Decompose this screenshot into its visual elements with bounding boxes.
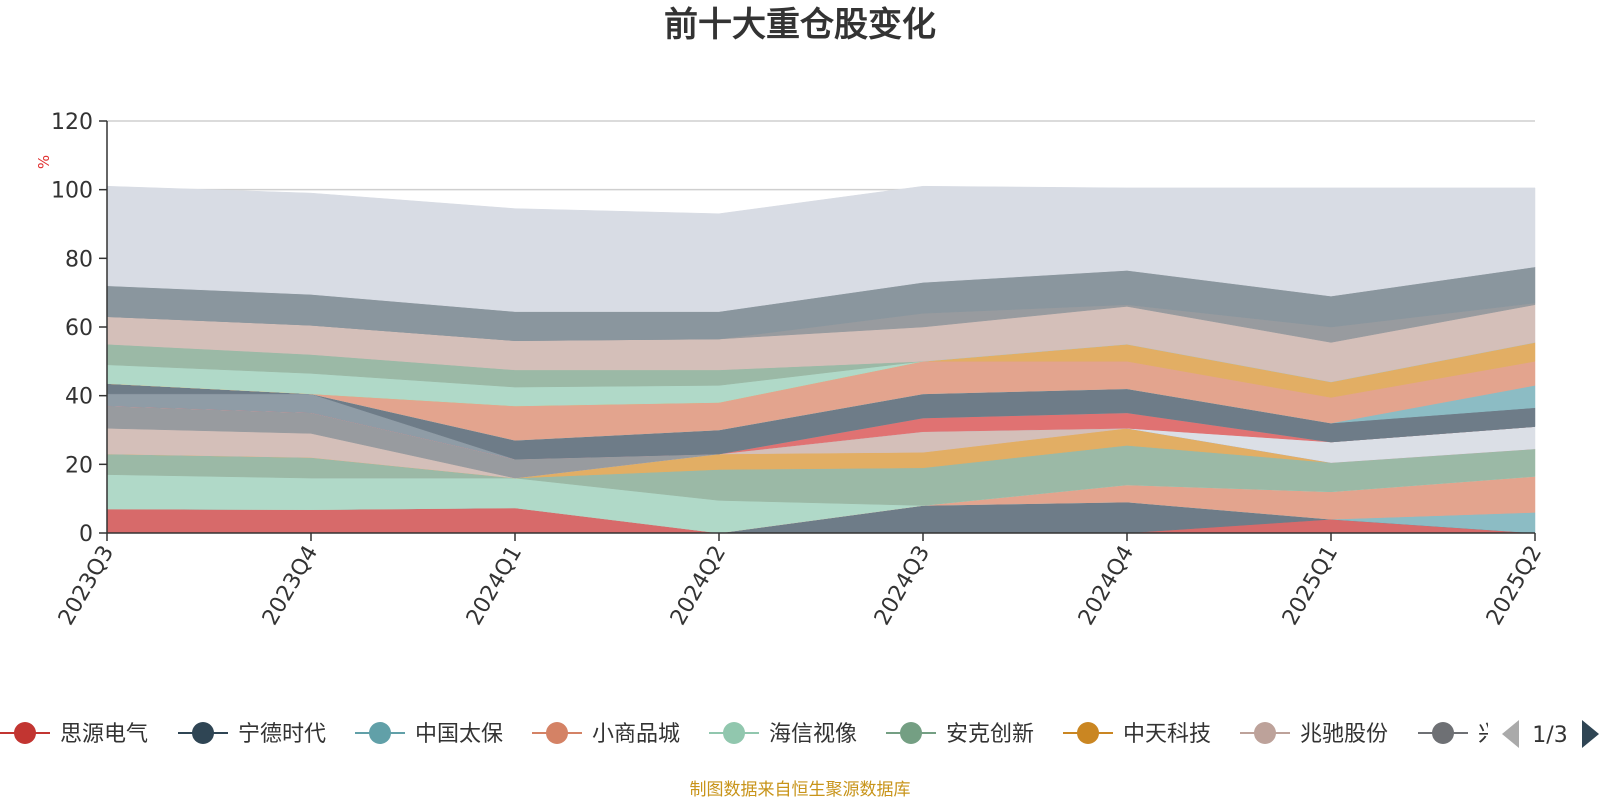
legend-circle-marker bbox=[546, 722, 568, 744]
legend-item[interactable]: 宁德时代 bbox=[178, 722, 326, 747]
legend-label: 安克创新 bbox=[946, 722, 1034, 747]
legend-label: 中天科技 bbox=[1123, 722, 1211, 747]
legend-pager: 1/3 bbox=[1502, 720, 1599, 748]
y-tick-label: 120 bbox=[51, 110, 93, 135]
legend-page-indicator: 1/3 bbox=[1532, 723, 1567, 748]
legend-item[interactable]: 思源电气 bbox=[0, 722, 148, 747]
y-tick-label: 60 bbox=[65, 316, 93, 341]
legend-item[interactable]: 兆驰股份 bbox=[1240, 722, 1388, 747]
series-area bbox=[106, 185, 1536, 312]
legend-circle-marker bbox=[1432, 722, 1454, 744]
legend-label: 中国太保 bbox=[415, 722, 503, 747]
legend-circle-marker bbox=[723, 722, 745, 744]
legend-label: 宁德时代 bbox=[238, 722, 326, 747]
legend-item[interactable]: 兴 bbox=[1418, 722, 1500, 747]
legend-label: 兆驰股份 bbox=[1300, 722, 1388, 747]
legend-label: 小商品城 bbox=[592, 722, 680, 747]
y-tick-label: 100 bbox=[51, 179, 93, 204]
x-tick-label: 2025Q2 bbox=[1482, 542, 1547, 630]
y-tick-label: 20 bbox=[65, 453, 93, 478]
x-tick-label: 2023Q3 bbox=[54, 542, 119, 630]
legend-item[interactable]: 海信视像 bbox=[709, 722, 857, 747]
legend-label: 海信视像 bbox=[769, 722, 857, 747]
legend-item[interactable]: 安克创新 bbox=[886, 722, 1034, 747]
legend-label: 思源电气 bbox=[60, 722, 148, 747]
x-tick-label: 2024Q4 bbox=[1074, 542, 1139, 630]
legend: 思源电气 宁德时代 中国太保 小商品城 海信视像 安克创新 中天科技 兆驰股份 兴 bbox=[0, 722, 1500, 747]
legend-prev-page-icon[interactable] bbox=[1502, 720, 1519, 748]
data-source-note: 制图数据来自恒生聚源数据库 bbox=[690, 780, 911, 800]
legend-next-page-icon[interactable] bbox=[1582, 720, 1599, 748]
legend-item[interactable]: 中天科技 bbox=[1063, 722, 1211, 747]
legend-circle-marker bbox=[900, 722, 922, 744]
legend-item[interactable]: 小商品城 bbox=[532, 722, 680, 747]
legend-item[interactable]: 中国太保 bbox=[355, 722, 503, 747]
x-tick-label: 2024Q1 bbox=[462, 542, 527, 630]
legend-circle-marker bbox=[1077, 722, 1099, 744]
legend-circle-marker bbox=[1254, 722, 1276, 744]
y-tick-label: 0 bbox=[79, 522, 93, 547]
plot-area bbox=[106, 185, 1536, 534]
legend-circle-marker bbox=[369, 722, 391, 744]
legend-circle-marker bbox=[192, 722, 214, 744]
chart-title: 前十大重仓股变化 bbox=[664, 5, 936, 45]
x-tick-label: 2025Q1 bbox=[1278, 542, 1343, 630]
x-tick-label: 2023Q4 bbox=[258, 542, 323, 630]
legend-label: 兴 bbox=[1478, 722, 1500, 747]
x-tick-label: 2024Q3 bbox=[870, 542, 935, 630]
x-tick-label: 2024Q2 bbox=[666, 542, 731, 630]
y-axis-unit: % bbox=[35, 155, 53, 169]
y-tick-label: 40 bbox=[65, 385, 93, 410]
y-tick-label: 80 bbox=[65, 247, 93, 272]
legend-circle-marker bbox=[14, 722, 36, 744]
